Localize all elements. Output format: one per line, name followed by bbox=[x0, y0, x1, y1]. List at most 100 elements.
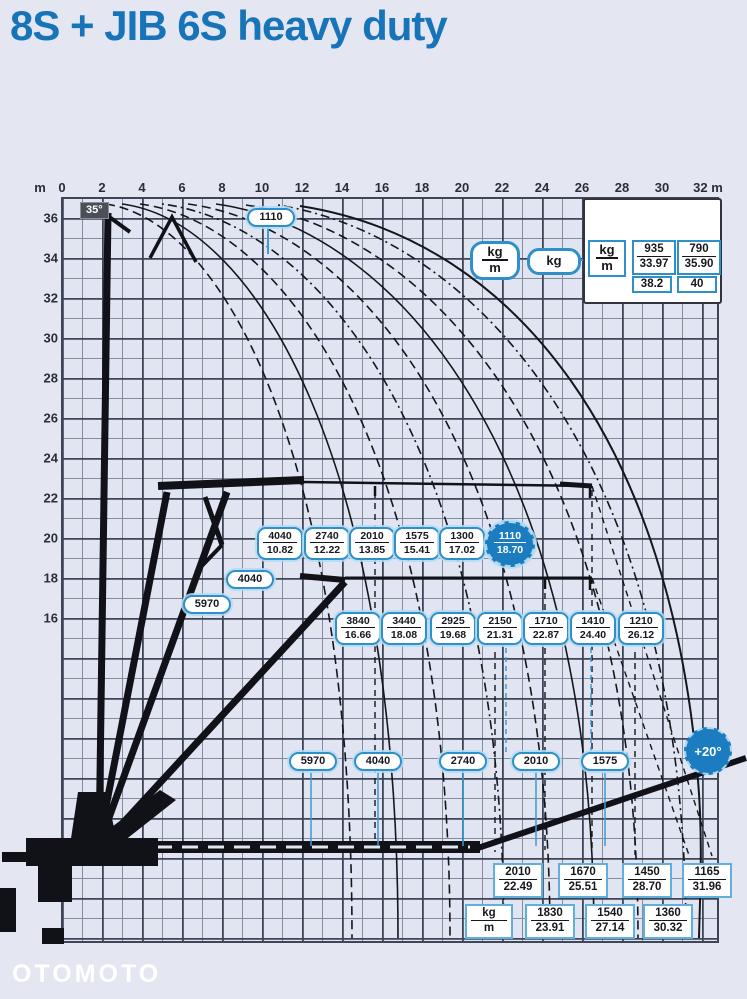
capacity-label: 1710 22.87 bbox=[523, 612, 569, 645]
x-axis-tick: 32 m bbox=[693, 180, 723, 195]
capacity-kg: 1670 bbox=[564, 866, 602, 880]
capacity-kg: 1450 bbox=[628, 866, 666, 880]
outreach-m: 23.91 bbox=[535, 922, 565, 934]
legend-column: 935 33.97 38.2 bbox=[632, 240, 676, 293]
capacity-kg: 1360 bbox=[649, 907, 687, 921]
capacity-kg: 2150 bbox=[483, 615, 517, 628]
otomoto-watermark: OTOMOTO bbox=[12, 960, 162, 988]
capacity-pill: 4040 bbox=[226, 570, 274, 589]
capacity-kg: 1110 bbox=[494, 530, 526, 543]
unit-kg-per-m-badge: kg m bbox=[470, 241, 520, 280]
extension-length: 40 bbox=[677, 276, 717, 293]
x-axis-tick: 30 bbox=[654, 180, 670, 195]
y-axis-tick: 30 bbox=[43, 330, 58, 346]
capacity-label: 2925 19.68 bbox=[430, 612, 476, 645]
capacity-kg: 2925 bbox=[436, 615, 470, 628]
capacity-pill: 5970 bbox=[289, 752, 337, 771]
capacity-kg: 2740 bbox=[310, 530, 344, 543]
capacity-label: 2150 21.31 bbox=[477, 612, 523, 645]
capacity-kg: 1410 bbox=[576, 615, 610, 628]
capacity-label: 4040 10.82 bbox=[257, 527, 303, 560]
x-axis-tick: 12 bbox=[294, 180, 310, 195]
x-axis-tick: 18 bbox=[414, 180, 430, 195]
outreach-m: 24.40 bbox=[579, 629, 607, 641]
outreach-m: 21.31 bbox=[486, 629, 514, 641]
y-axis-tick: 34 bbox=[43, 250, 58, 266]
capacity-pill: 2010 bbox=[512, 752, 560, 771]
unit-m: m bbox=[483, 922, 495, 934]
x-axis-tick: 4 bbox=[138, 180, 146, 195]
capacity-kg: 935 bbox=[637, 243, 671, 257]
outreach-m: 28.70 bbox=[632, 881, 662, 893]
outreach-m: 12.22 bbox=[313, 544, 341, 556]
mast-angle-badge: 35° bbox=[80, 202, 109, 219]
x-axis-tick: 8 bbox=[218, 180, 226, 195]
capacity-cell: 1670 25.51 bbox=[558, 863, 608, 898]
capacity-cell: 1830 23.91 bbox=[525, 904, 575, 939]
y-axis-tick: 24 bbox=[43, 450, 58, 466]
x-axis-tick: 0 bbox=[58, 180, 66, 195]
legend-column: 790 35.90 40 bbox=[677, 240, 721, 293]
outreach-m: 16.66 bbox=[344, 629, 372, 641]
capacity-kg: 1165 bbox=[688, 866, 726, 880]
outreach-m: 19.68 bbox=[439, 629, 467, 641]
capacity-kg: 1210 bbox=[624, 615, 658, 628]
capacity-pill: 1575 bbox=[581, 752, 629, 771]
capacity-label-highlight: 1110 18.70 bbox=[485, 521, 535, 567]
outreach-m: 25.51 bbox=[568, 881, 598, 893]
unit-m: m bbox=[489, 260, 501, 275]
x-axis-tick: 28 bbox=[614, 180, 630, 195]
page-title: 8S + JIB 6S heavy duty bbox=[10, 2, 448, 49]
capacity-pill-top: 1110 bbox=[247, 208, 295, 227]
outreach-m: 18.70 bbox=[496, 544, 524, 556]
outreach-m: 31.96 bbox=[692, 881, 722, 893]
x-axis-tick: 14 bbox=[334, 180, 350, 195]
y-axis-tick: 18 bbox=[43, 570, 58, 586]
unit-m: m bbox=[601, 258, 613, 273]
x-axis-tick: 6 bbox=[178, 180, 186, 195]
y-axis-tick: 16 bbox=[43, 610, 58, 626]
capacity-kg: 3440 bbox=[387, 615, 421, 628]
capacity-cell: 1450 28.70 bbox=[622, 863, 672, 898]
x-axis-tick: 2 bbox=[98, 180, 106, 195]
capacity-kg: 1710 bbox=[529, 615, 563, 628]
capacity-label: 1575 15.41 bbox=[394, 527, 440, 560]
capacity-label: 1210 26.12 bbox=[618, 612, 664, 645]
x-axis-tick: 24 bbox=[534, 180, 550, 195]
capacity-kg: 4040 bbox=[263, 530, 297, 543]
tip-capacity: 935 33.97 bbox=[632, 240, 676, 275]
outreach-m: 30.32 bbox=[653, 922, 683, 934]
x-axis-tick: 20 bbox=[454, 180, 470, 195]
capacity-pill: 5970 bbox=[183, 595, 231, 614]
outreach-m: 22.87 bbox=[532, 629, 560, 641]
capacity-kg: 2010 bbox=[355, 530, 389, 543]
x-axis-tick: 10 bbox=[254, 180, 270, 195]
unit-kg: kg bbox=[471, 907, 507, 921]
capacity-kg: 1540 bbox=[591, 907, 629, 921]
capacity-label: 2740 12.22 bbox=[304, 527, 350, 560]
x-axis-tick: 22 bbox=[494, 180, 510, 195]
length-m: 35.90 bbox=[684, 258, 714, 270]
capacity-cell: 1540 27.14 bbox=[585, 904, 635, 939]
outreach-m: 10.82 bbox=[266, 544, 294, 556]
capacity-kg: 790 bbox=[682, 243, 716, 257]
capacity-cell: 2010 22.49 bbox=[493, 863, 543, 898]
outreach-m: 18.08 bbox=[390, 629, 418, 641]
outreach-m: 15.41 bbox=[403, 544, 431, 556]
capacity-pill: 4040 bbox=[354, 752, 402, 771]
capacity-kg: 2010 bbox=[499, 866, 537, 880]
chart-grid bbox=[61, 197, 719, 943]
outreach-m: 13.85 bbox=[358, 544, 386, 556]
capacity-pill: 2740 bbox=[439, 752, 487, 771]
capacity-label: 3440 18.08 bbox=[381, 612, 427, 645]
outreach-m: 22.49 bbox=[503, 881, 533, 893]
unit-kg: kg bbox=[596, 243, 618, 259]
y-axis-tick: 20 bbox=[43, 530, 58, 546]
capacity-kg: 1830 bbox=[531, 907, 569, 921]
capacity-label: 1410 24.40 bbox=[570, 612, 616, 645]
y-axis-tick: 32 bbox=[43, 290, 58, 306]
y-axis-tick: 22 bbox=[43, 490, 58, 506]
capacity-kg: 1300 bbox=[445, 530, 479, 543]
capacity-cell: 1360 30.32 bbox=[643, 904, 693, 939]
